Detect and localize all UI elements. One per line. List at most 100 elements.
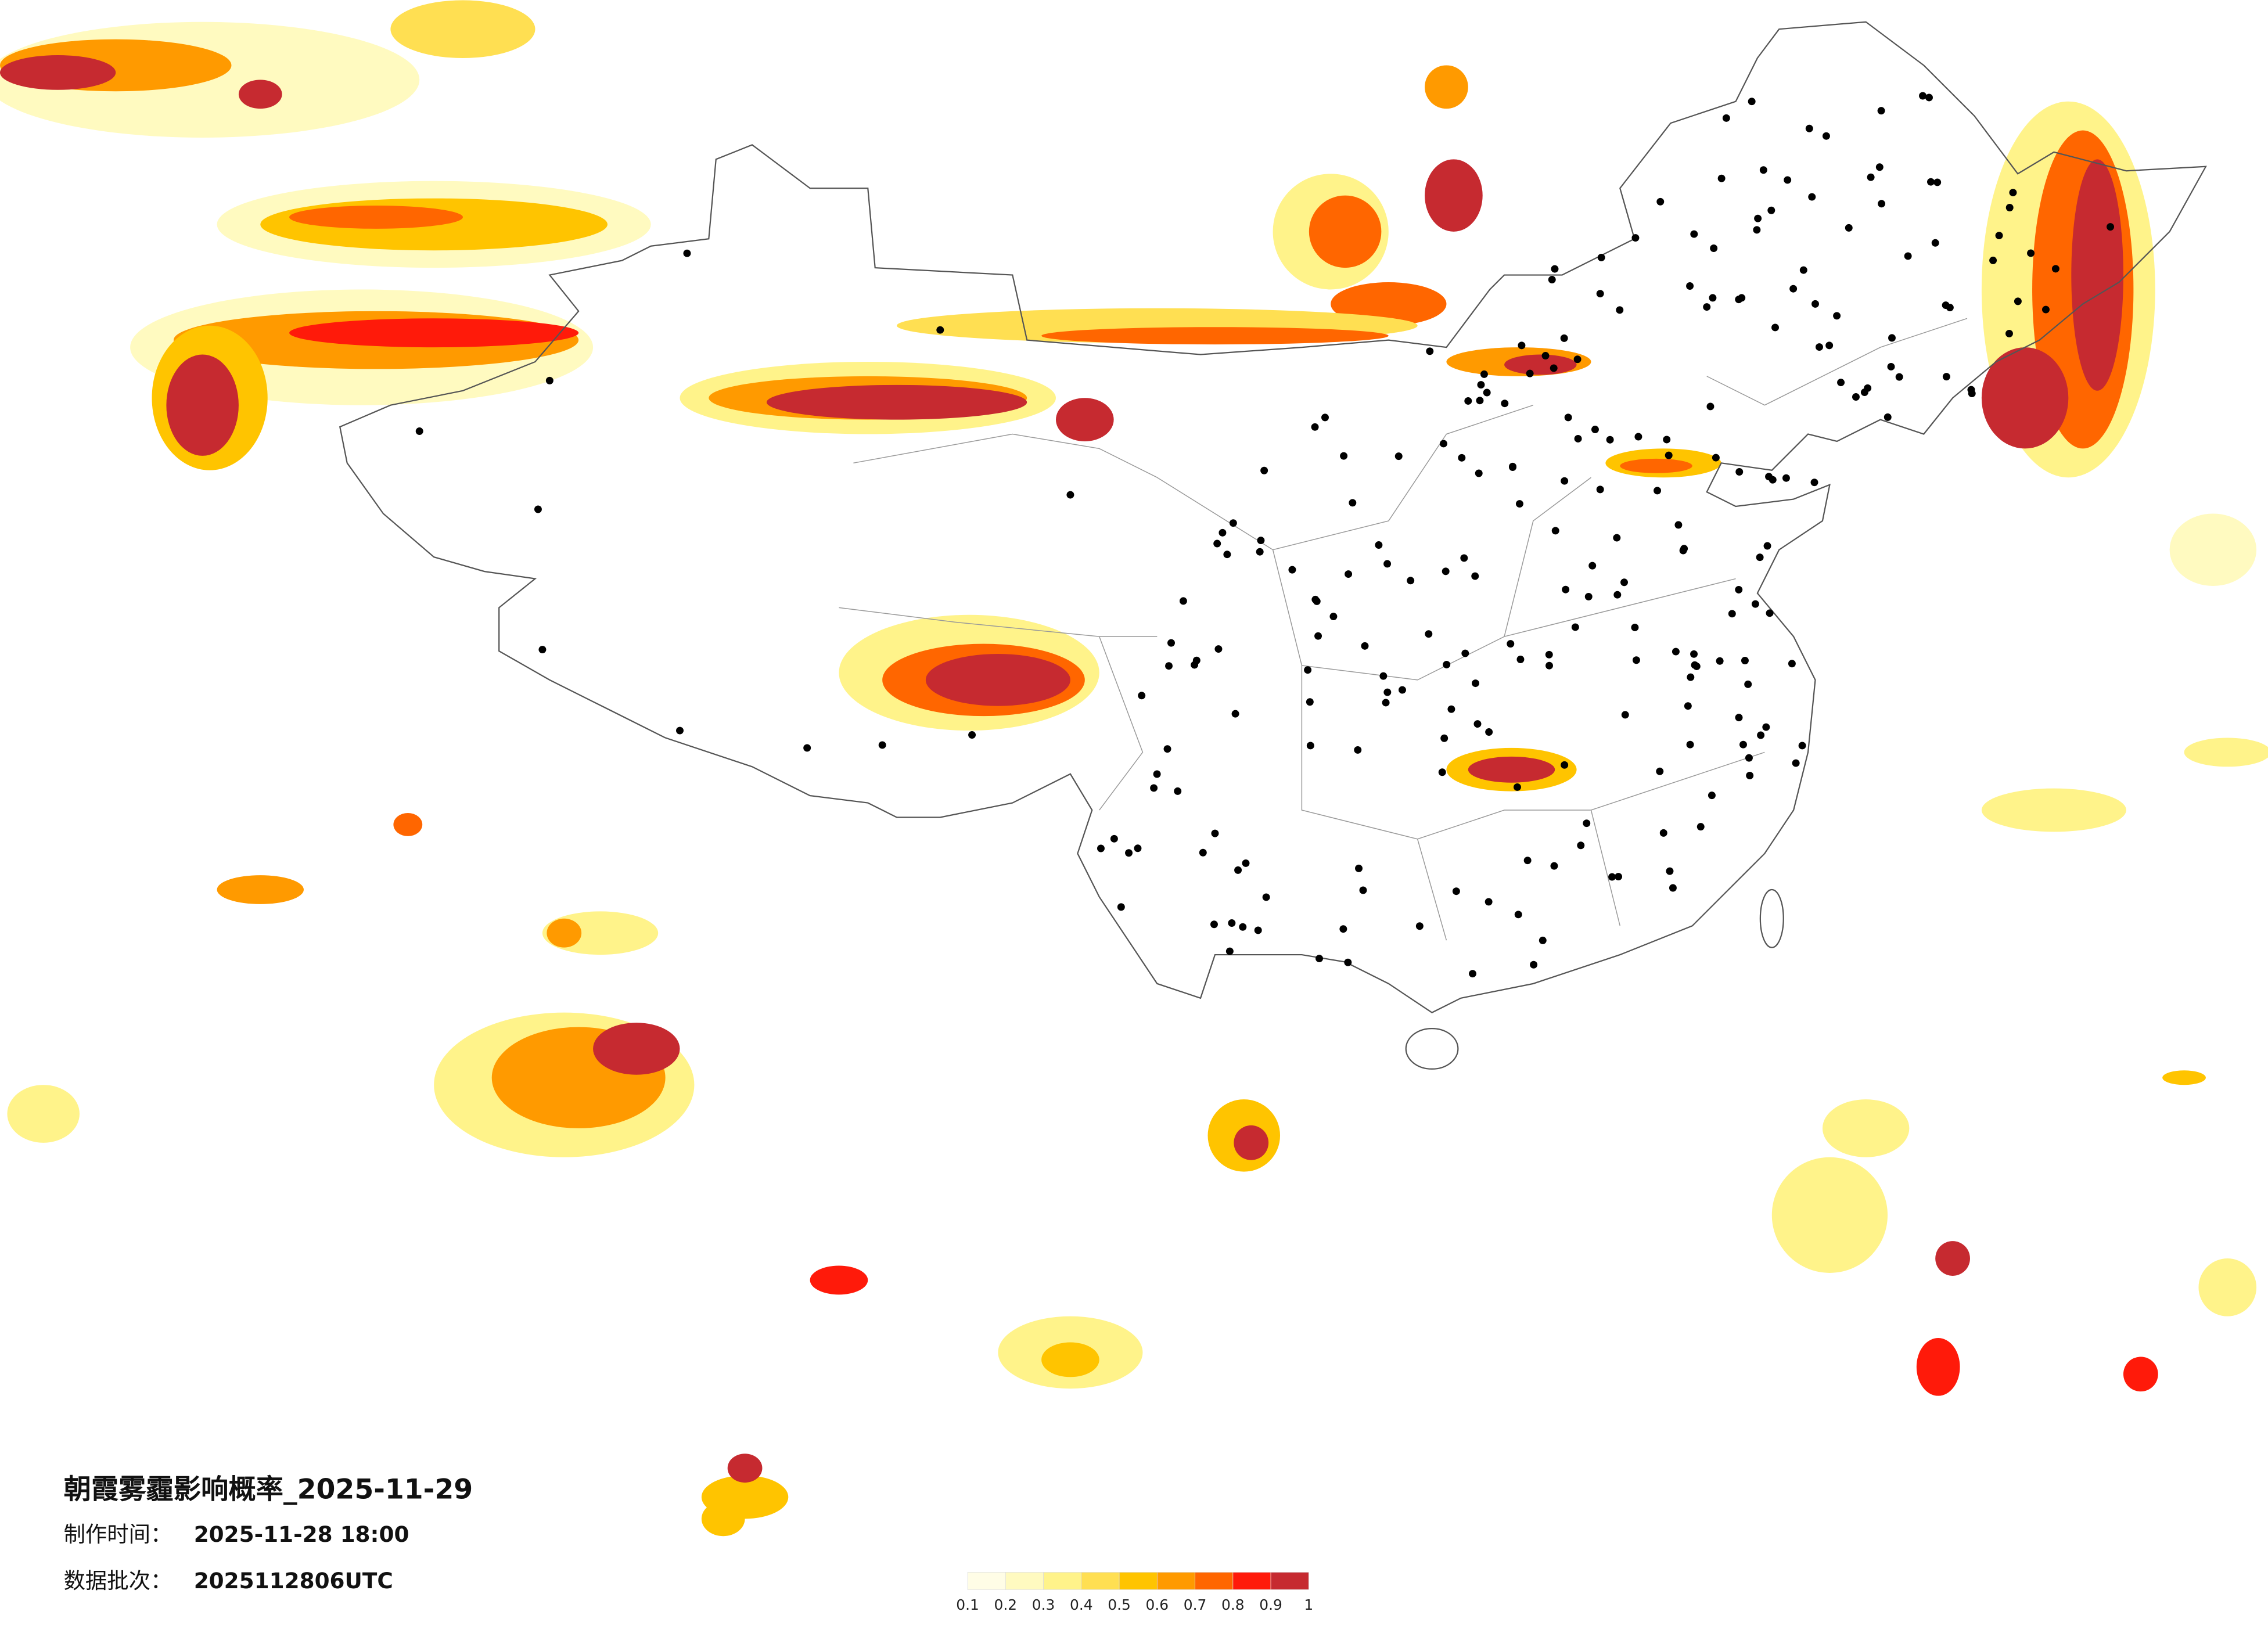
city-dot: [1596, 485, 1604, 494]
probability-area: [1425, 65, 1468, 109]
city-dot: [1784, 176, 1792, 184]
city-dot: [1425, 630, 1433, 638]
city-dot: [1516, 656, 1525, 663]
city-dot: [1741, 657, 1749, 664]
legend-tick-label: 0.7: [1184, 1596, 1207, 1613]
city-dot: [1564, 413, 1572, 422]
legend-tick-label: 0.1: [956, 1596, 979, 1613]
probability-area: [0, 55, 116, 90]
city-dot: [1763, 542, 1771, 550]
city-dot: [2014, 297, 2022, 305]
city-dot: [1756, 553, 1764, 562]
city-dot: [1477, 381, 1485, 389]
city-dot: [1933, 178, 1942, 186]
city-dot: [1340, 452, 1348, 460]
city-dot: [1573, 355, 1582, 364]
city-dot: [1656, 197, 1665, 206]
city-dot: [1539, 936, 1547, 944]
city-dot: [1663, 436, 1671, 444]
city-dot: [878, 741, 886, 749]
city-dot: [1995, 232, 2003, 240]
city-dot: [1606, 436, 1614, 444]
city-dot: [1686, 740, 1694, 749]
city-dot: [1762, 723, 1770, 731]
city-dot: [1867, 173, 1875, 181]
city-dot: [1748, 98, 1756, 106]
city-dot: [1399, 686, 1406, 694]
city-dot: [1509, 463, 1516, 472]
city-dot: [1888, 334, 1896, 342]
city-dot: [1163, 745, 1171, 753]
city-dot: [2041, 305, 2050, 314]
city-dot: [1584, 592, 1593, 600]
city-dot: [1476, 397, 1484, 405]
production-label: 制作时间：: [64, 1521, 172, 1547]
city-dot: [1394, 452, 1403, 461]
city-dot: [1687, 673, 1695, 681]
city-dot: [1321, 413, 1329, 422]
city-dot: [538, 646, 547, 654]
city-dot: [1530, 961, 1538, 969]
city-dot: [1616, 306, 1624, 314]
legend-swatch: [1005, 1572, 1044, 1590]
city-dot: [1788, 660, 1796, 668]
city-dot: [1738, 294, 1746, 302]
legend-swatch: [1195, 1572, 1234, 1590]
city-dot: [1665, 451, 1673, 459]
probability-area: [1916, 1338, 1960, 1396]
city-dot: [1550, 862, 1558, 870]
city-dot: [1339, 925, 1347, 933]
city-dot: [1167, 639, 1175, 647]
city-dot: [1577, 841, 1585, 850]
city-dot: [1597, 253, 1605, 261]
city-dot: [1288, 566, 1296, 574]
probability-area: [727, 1454, 763, 1483]
city-dot: [1548, 276, 1556, 284]
city-dot: [2027, 249, 2035, 257]
city-dot: [1545, 650, 1553, 659]
city-dot: [1439, 440, 1447, 448]
city-dot: [1591, 426, 1599, 434]
city-dot: [1613, 534, 1621, 542]
city-dot: [1825, 341, 1834, 350]
city-dot: [1344, 958, 1352, 966]
city-dot: [1744, 680, 1752, 688]
probability-area: [1234, 1125, 1269, 1160]
city-dot: [1460, 554, 1468, 562]
city-dot: [1942, 301, 1950, 310]
city-dot: [1739, 740, 1747, 749]
probability-area: [217, 875, 304, 904]
city-dot: [1771, 323, 1779, 332]
city-dot: [1722, 114, 1730, 122]
city-dot: [1822, 132, 1830, 140]
city-dot: [1345, 570, 1353, 578]
city-dot: [1680, 545, 1688, 553]
city-dot: [1942, 373, 1950, 381]
city-dot: [1621, 711, 1629, 719]
city-dot: [1485, 898, 1493, 906]
city-dot: [1808, 193, 1816, 201]
city-dot: [1461, 649, 1469, 657]
city-dot: [1514, 911, 1522, 919]
legend-swatch: [1156, 1572, 1195, 1590]
city-dot: [1745, 754, 1753, 762]
city-dot: [1138, 692, 1146, 700]
legend-swatch: [967, 1572, 1006, 1590]
city-dot: [683, 249, 691, 257]
city-dot: [1134, 844, 1142, 852]
probability-area: [1041, 327, 1389, 345]
city-dot: [1691, 661, 1699, 669]
city-dot: [1765, 473, 1773, 481]
city-dot: [1753, 226, 1761, 234]
taiwan: [1759, 888, 1784, 948]
city-dot: [1469, 970, 1476, 978]
city-dot: [1583, 819, 1591, 828]
city-dot: [1551, 527, 1559, 535]
city-dot: [1562, 585, 1570, 593]
city-dot: [1315, 955, 1323, 963]
city-dot: [1710, 244, 1718, 252]
city-dot: [1782, 474, 1790, 482]
city-dot: [1306, 698, 1314, 706]
city-dot: [1117, 903, 1125, 911]
city-dot: [1174, 787, 1182, 795]
